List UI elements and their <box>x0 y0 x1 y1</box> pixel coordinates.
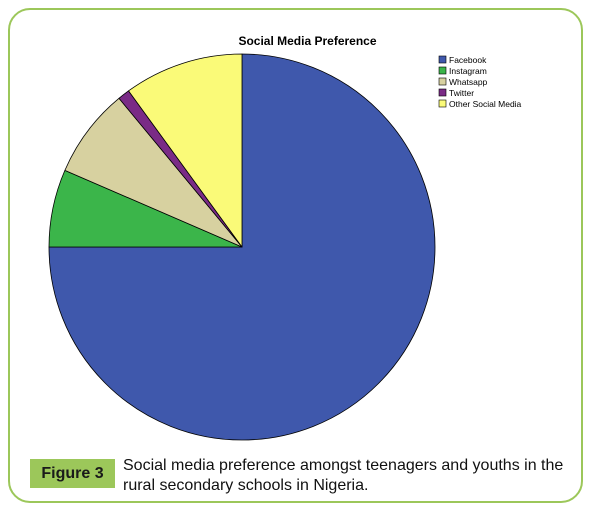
chart-title: Social Media Preference <box>238 34 377 48</box>
legend-swatch-other-social-media <box>438 99 447 108</box>
pie-slice-other-social-media <box>128 53 243 248</box>
legend-label-other-social-media: Other Social Media <box>449 99 522 109</box>
legend-label-instagram: Instagram <box>449 66 487 76</box>
legend-swatch-instagram <box>438 66 447 75</box>
legend-swatch-whatsapp <box>438 77 447 86</box>
pie-slice-facebook <box>48 53 436 441</box>
figure-caption: Social media preference amongst teenager… <box>123 457 564 494</box>
legend-label-whatsapp: Whatsapp <box>449 77 488 87</box>
legend-swatch-facebook <box>438 55 447 64</box>
pie-slices <box>48 53 436 441</box>
figure-label: Figure 3 <box>30 459 115 488</box>
legend-label-twitter: Twitter <box>449 88 474 98</box>
legend-swatch-twitter <box>438 88 447 97</box>
legend-label-facebook: Facebook <box>449 55 487 65</box>
